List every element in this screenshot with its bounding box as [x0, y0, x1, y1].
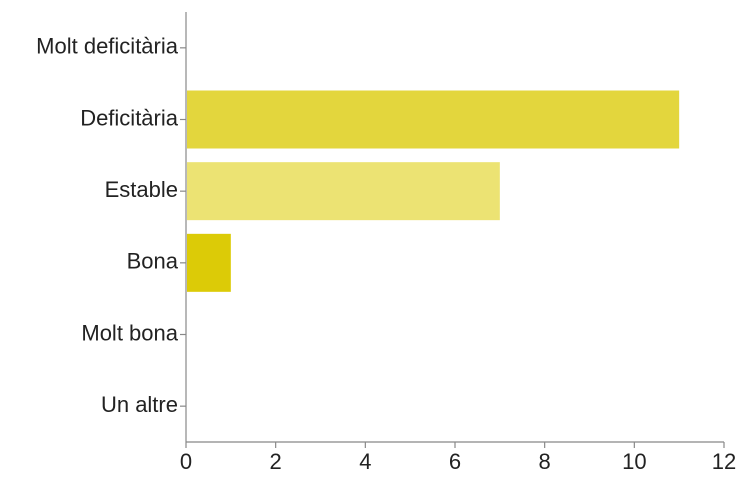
bar-bona	[187, 233, 231, 292]
x-tick-label-6: 6	[449, 449, 461, 474]
category-label-bona: Bona	[127, 249, 179, 274]
x-tick-label-12: 12	[712, 449, 736, 474]
x-tick-label-4: 4	[359, 449, 371, 474]
x-tick-label-2: 2	[270, 449, 282, 474]
category-label-molt-bona: Molt bona	[81, 320, 178, 345]
category-label-deficitaria: Deficitària	[80, 105, 179, 130]
x-tick-label-0: 0	[180, 449, 192, 474]
category-labels: Molt deficitària Deficitària Estable Bona Mo…	[36, 34, 186, 417]
category-label-estable: Estable	[105, 177, 178, 202]
bar-estable	[187, 162, 500, 221]
x-tick-label-10: 10	[622, 449, 646, 474]
x-tick-label-8: 8	[539, 449, 551, 474]
category-label-un-altre: Un altre	[101, 392, 178, 417]
category-label-molt-deficitaria: Molt deficitària	[36, 34, 179, 59]
bars-group	[187, 90, 680, 292]
bar-deficitaria	[187, 90, 680, 149]
x-axis-ticks: 0 2 4 6 8 10 12	[180, 442, 736, 474]
